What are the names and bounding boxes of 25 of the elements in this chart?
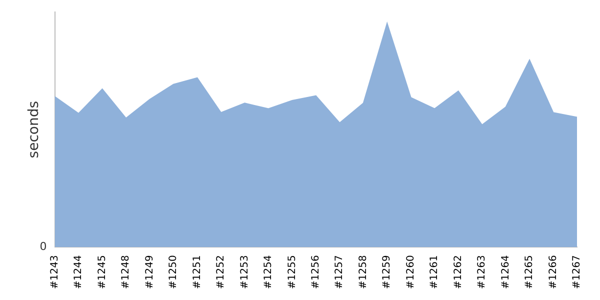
x-tick-label: #1257	[334, 255, 346, 289]
x-tick-label: #1261	[429, 255, 440, 289]
x-tick-label: #1264	[500, 255, 512, 289]
x-tick-label: #1250	[168, 255, 180, 289]
x-tick-label: #1267	[572, 255, 583, 289]
x-tick-label: #1259	[382, 255, 393, 289]
x-tick-label: #1262	[452, 255, 464, 289]
x-tick-label: #1260	[405, 255, 416, 289]
x-tick-label: #1244	[73, 255, 84, 289]
x-tick-label: #1256	[310, 255, 322, 289]
x-tick-label: #1251	[192, 255, 203, 289]
x-tick-label: #1248	[120, 255, 132, 289]
x-tick-label: #1252	[216, 255, 227, 289]
x-tick-label: #1245	[96, 255, 108, 289]
x-tick-label: #1249	[144, 255, 156, 289]
x-tick-label: #1265	[524, 255, 536, 289]
x-tick-label: #1266	[548, 255, 559, 289]
x-tick-label: #1255	[286, 255, 298, 289]
text: 0	[40, 240, 47, 254]
y-axis-title: seconds	[26, 100, 42, 158]
x-tick-label: #1254	[263, 255, 274, 289]
x-tick-label: #1263	[476, 255, 488, 289]
x-tick-label: #1258	[358, 255, 369, 289]
x-tick-label: #1253	[239, 255, 250, 289]
x-tick-label: #1243	[49, 255, 60, 289]
